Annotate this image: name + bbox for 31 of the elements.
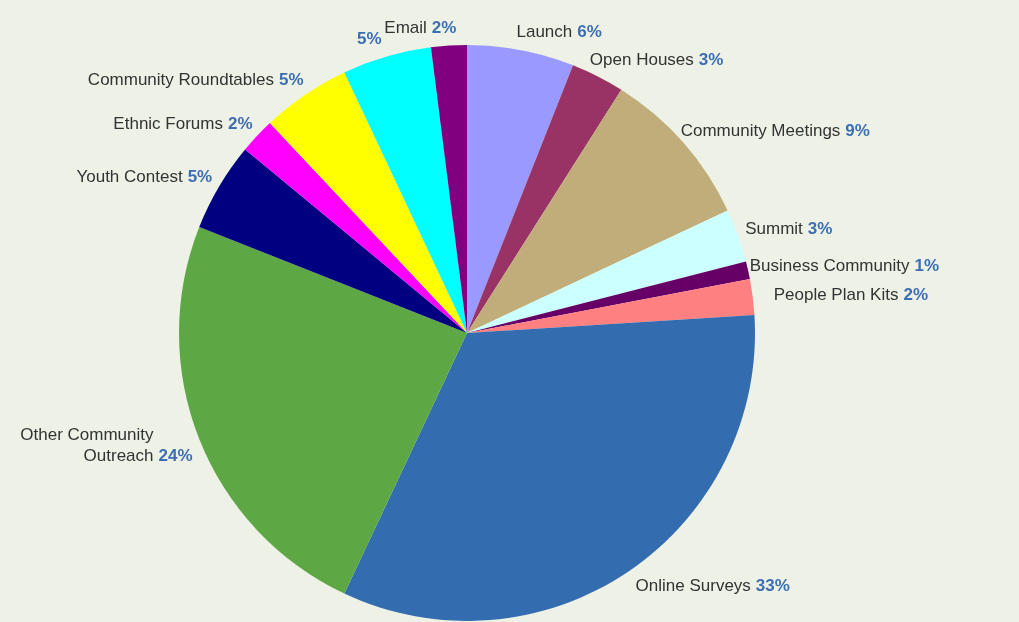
data-label: 5%	[187, 167, 213, 187]
data-label: 2%	[903, 284, 929, 304]
slice-label: People Plan Kits	[773, 284, 899, 304]
pie-slice	[467, 279, 755, 333]
data-label: 3%	[698, 50, 724, 70]
pie-slice	[467, 210, 746, 333]
data-label: 2%	[431, 17, 457, 37]
slice-label: Launch	[516, 22, 573, 42]
data-label: 9%	[845, 120, 870, 140]
slice-label: Other Community Outreach	[20, 425, 155, 465]
pie-slice	[467, 45, 574, 333]
slice-label: Open Houses	[589, 50, 694, 70]
pie-slice	[467, 261, 750, 333]
data-label: 5%	[279, 69, 304, 89]
slice-label: Community Meetings	[680, 120, 841, 140]
slice-label: Ethnic Forums	[113, 113, 223, 133]
data-label: 33%	[755, 576, 790, 596]
slice-label: Youth Contest	[76, 167, 183, 187]
slice-label: Online Surveys	[635, 576, 751, 596]
data-label: 3%	[807, 219, 833, 239]
data-label: 2%	[227, 113, 253, 133]
slice-label: Summit	[745, 219, 804, 239]
data-label: 6%	[577, 22, 602, 42]
data-label: 1%	[914, 256, 940, 276]
data-label: 24%	[158, 445, 193, 465]
data-label: 5%	[357, 29, 382, 49]
slice-label: Email	[384, 17, 427, 37]
slice-label: Business Community	[749, 256, 910, 276]
slice-label: Community Roundtables	[87, 69, 275, 89]
pie-slice	[344, 47, 467, 333]
pie-slice	[344, 314, 755, 621]
